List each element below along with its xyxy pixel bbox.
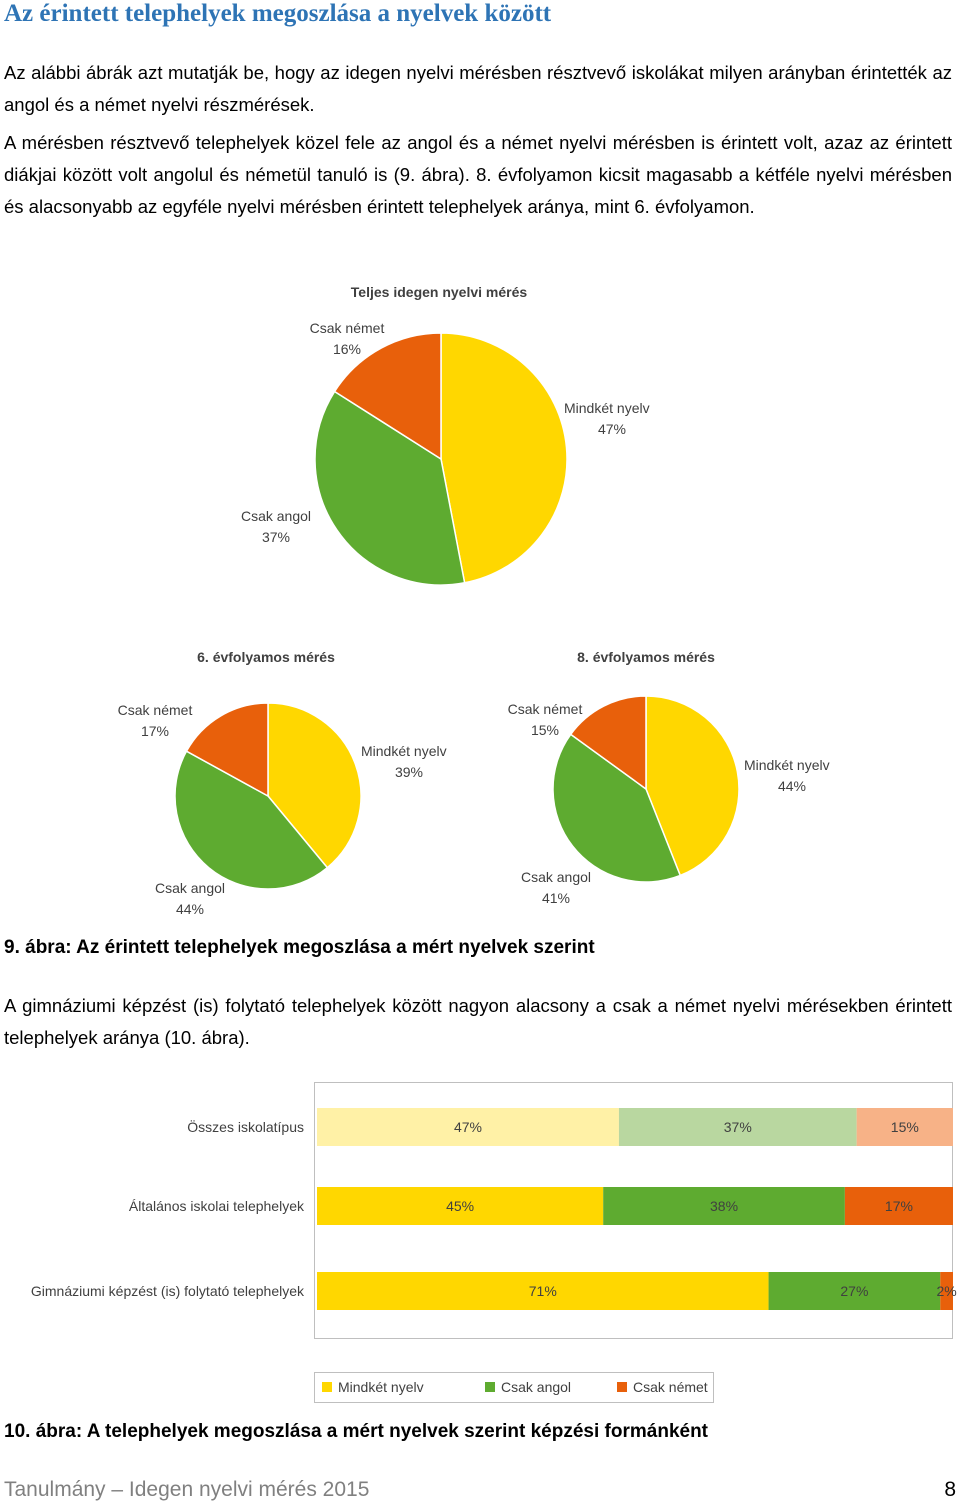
figure-9-caption: 9. ábra: Az érintett telephelyek megoszl…	[4, 937, 595, 958]
pie-chart-2: 6. évfolyamos mérés Mindkét nyelv 39% Csak …	[118, 649, 447, 917]
bar-value-label: 15%	[891, 1119, 919, 1135]
bar-segment-german-only	[856, 1108, 953, 1146]
figure-10-caption: 10. ábra: A telephelyek megoszlása a mér…	[4, 1421, 709, 1442]
bar-legend: Mindkét nyelv Csak angol Csak német	[314, 1372, 714, 1403]
slice-name-label: Mindkét nyelv	[361, 743, 447, 759]
slice-name-label: Csak német	[118, 702, 193, 718]
bar-value-label: 37%	[724, 1119, 752, 1135]
slice-name-label: Csak német	[310, 320, 385, 336]
bar-value-label: 38%	[710, 1198, 738, 1214]
slice-english-only	[552, 733, 682, 883]
bar-value-label: 47%	[454, 1119, 482, 1135]
section-heading: Az érintett telephelyek megoszlása a nye…	[4, 0, 552, 27]
slice-value-label: 44%	[176, 901, 204, 917]
slice-german-only	[333, 332, 442, 461]
bar-segment-english-only	[618, 1108, 857, 1146]
bar-segment-german-only	[844, 1187, 953, 1225]
pie-title: 6. évfolyamos mérés	[197, 649, 335, 665]
bar-segment-both-languages	[317, 1187, 604, 1225]
slice-english-only	[174, 750, 329, 890]
bar-segment-both-languages	[317, 1108, 619, 1146]
bar-segment-both-languages	[317, 1272, 769, 1310]
slice-both-languages	[645, 695, 740, 877]
legend-box	[314, 1372, 714, 1403]
pie-chart-3: 8. évfolyamos mérés Mindkét nyelv 44% Csak …	[508, 649, 830, 906]
bar-segment-english-only	[603, 1187, 845, 1225]
page-footer: Tanulmány – Idegen nyelvi mérés 2015 8	[4, 1478, 956, 1502]
slice-value-label: 44%	[778, 778, 806, 794]
stacked-bar-chart: Összes iskolatípus 47% 37% 15% Általános isk…	[31, 1082, 957, 1403]
slice-value-label: 41%	[542, 890, 570, 906]
legend-label: Csak német	[633, 1379, 708, 1395]
bar-value-label: 27%	[840, 1283, 868, 1299]
pie-title: 8. évfolyamos mérés	[577, 649, 715, 665]
slice-name-label: Mindkét nyelv	[744, 757, 830, 773]
slice-value-label: 16%	[333, 341, 361, 357]
legend-swatch	[322, 1382, 332, 1392]
description-paragraph: A mérésben résztvevő telephelyek közel f…	[4, 132, 952, 217]
intro-paragraph: Az alábbi ábrák azt mutatják be, hogy az…	[4, 62, 952, 115]
pie-chart-1: Teljes idegen nyelvi mérés Mindkét nyelv 4…	[241, 284, 650, 586]
slice-value-label: 47%	[598, 421, 626, 437]
bar-category-label: Általános iskolai telephelyek	[129, 1198, 305, 1214]
bar-category-label: Összes iskolatípus	[187, 1118, 304, 1135]
legend-label: Mindkét nyelv	[338, 1379, 424, 1395]
slice-name-label: Csak angol	[521, 869, 591, 885]
bar-segment-german-only	[940, 1272, 953, 1310]
pie-charts-figure: Teljes idegen nyelvi mérés Mindkét nyelv 4…	[118, 284, 830, 917]
pie-title: Teljes idegen nyelvi mérés	[351, 284, 528, 300]
bar-value-label: 17%	[885, 1198, 913, 1214]
legend-label: Csak angol	[501, 1379, 571, 1395]
page-number: 8	[944, 1478, 956, 1501]
bar-category-label: Gimnáziumi képzést (is) folytató telephe…	[31, 1283, 305, 1299]
legend-swatch	[485, 1382, 495, 1392]
bar-segment-english-only	[768, 1272, 941, 1310]
slice-name-label: Csak német	[508, 701, 583, 717]
footer-text: Tanulmány – Idegen nyelvi mérés 2015	[4, 1478, 370, 1501]
gymnasium-paragraph: A gimnáziumi képzést (is) folytató telep…	[4, 995, 952, 1048]
bar-value-label: 71%	[529, 1283, 557, 1299]
slice-value-label: 37%	[262, 529, 290, 545]
slice-german-only	[569, 695, 647, 791]
slice-name-label: Csak angol	[155, 880, 225, 896]
slice-both-languages	[267, 702, 362, 869]
slice-both-languages	[440, 332, 568, 584]
slice-name-label: Mindkét nyelv	[564, 400, 650, 416]
slice-german-only	[185, 702, 269, 798]
slice-value-label: 17%	[141, 723, 169, 739]
slice-name-label: Csak angol	[241, 508, 311, 524]
slice-value-label: 39%	[395, 764, 423, 780]
slice-english-only	[314, 390, 466, 586]
bar-value-label: 45%	[446, 1198, 474, 1214]
bar-value-label: 2%	[937, 1283, 957, 1299]
legend-swatch	[617, 1382, 627, 1392]
slice-value-label: 15%	[531, 722, 559, 738]
